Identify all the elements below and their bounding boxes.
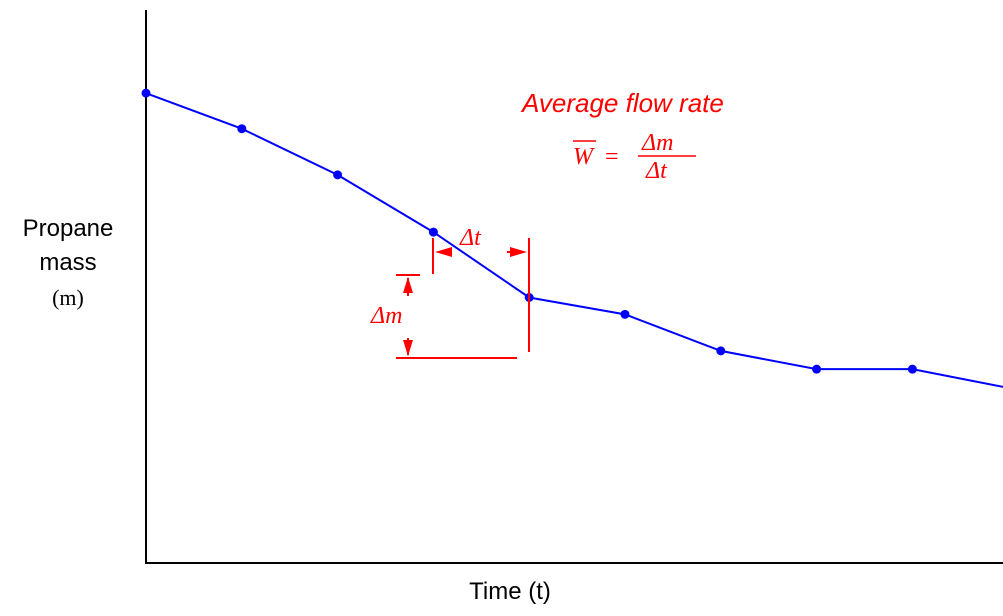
series-line: [145, 92, 1003, 388]
data-point: [141, 88, 151, 98]
delta-t-right-arrowhead: [510, 247, 527, 257]
formula-numerator: Δm: [641, 130, 673, 156]
delta-m-top-arrowhead: [403, 277, 413, 293]
formula-lhs: W: [573, 144, 595, 170]
x-axis-label: Time (t): [469, 578, 551, 605]
series-layer: [141, 88, 1003, 388]
data-point: [333, 170, 343, 180]
delta-m-dimension: [396, 274, 517, 359]
formula-denominator: Δt: [645, 158, 668, 184]
y-axis-label-line1: Propane: [22, 215, 114, 242]
delta-m-bottom-arrowhead: [403, 340, 413, 356]
y-axis-label-line2: mass: [39, 249, 97, 276]
y-axis-label-line3: (m): [52, 285, 84, 310]
data-point: [237, 124, 247, 134]
formula-equals: =: [605, 144, 619, 170]
data-point: [716, 346, 726, 356]
delta-t-left-arrowhead: [435, 247, 452, 257]
annotation-title: Average flow rate: [520, 88, 724, 118]
delta-t-label: Δt: [459, 225, 482, 251]
data-point: [907, 364, 917, 374]
data-point: [812, 364, 822, 374]
data-point: [428, 227, 438, 237]
delta-m-label: Δm: [370, 303, 402, 329]
data-point: [620, 309, 630, 319]
